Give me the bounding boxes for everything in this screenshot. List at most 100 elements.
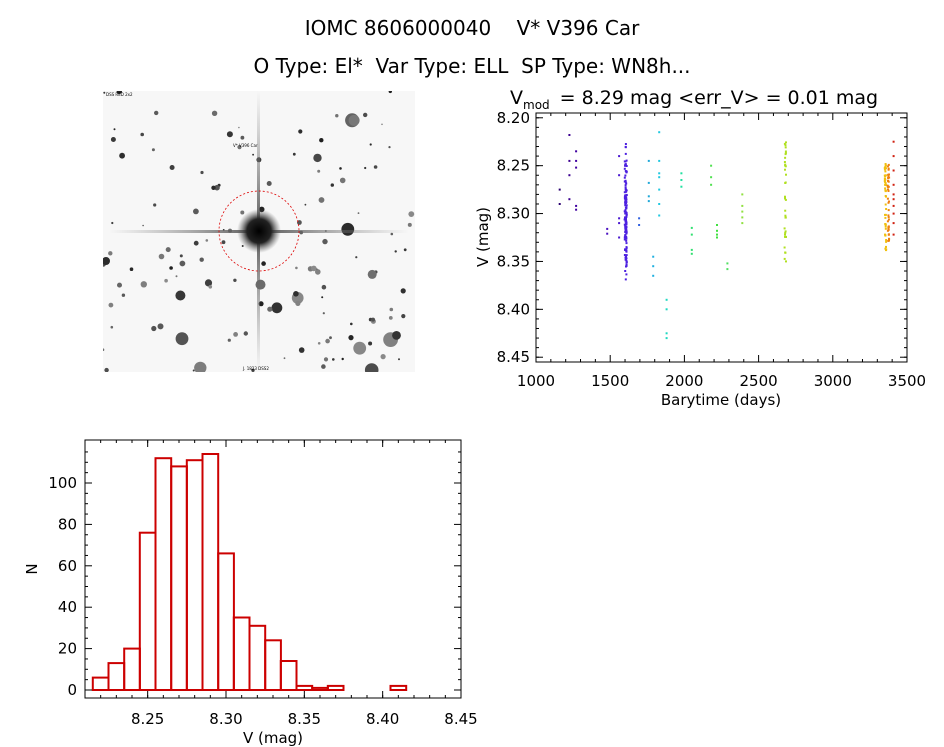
lc-point: [716, 233, 718, 236]
lc-point: [625, 159, 628, 162]
lc-point: [885, 245, 887, 248]
lc-point: [647, 181, 650, 184]
sky-star: [151, 148, 155, 152]
lc-point: [625, 257, 628, 260]
sky-star: [261, 261, 266, 266]
hist-bar: [154, 457, 173, 692]
lc-point: [726, 262, 729, 265]
lc-point: [784, 209, 787, 212]
sky-star: [179, 260, 186, 267]
lc-point: [784, 168, 786, 171]
sky-star: [321, 364, 326, 369]
sky-star: [348, 335, 354, 341]
lc-point: [887, 216, 890, 219]
lc-title: Vmod = 8.29 mag <err_V> = 0.01 mag: [510, 87, 878, 112]
hist-plot-frame: [84, 439, 462, 699]
lc-point: [884, 175, 887, 178]
lc-point: [785, 173, 787, 176]
lc-point: [568, 198, 571, 201]
sky-star: [113, 128, 116, 131]
lc-point: [884, 216, 887, 219]
lc-point: [625, 261, 628, 264]
sky-star: [226, 131, 233, 138]
lc-point: [784, 165, 787, 168]
lc-point: [892, 193, 895, 196]
lc-point: [784, 197, 786, 200]
sky-star: [403, 248, 407, 252]
lc-point: [884, 187, 887, 190]
sky-star: [151, 325, 157, 332]
lc-point: [680, 179, 683, 181]
lc-point: [892, 204, 895, 207]
sky-star: [317, 169, 321, 173]
lc-point: [892, 212, 895, 215]
lc-point: [716, 224, 718, 226]
lc-point: [624, 209, 627, 211]
lc-point: [726, 268, 729, 271]
lc-point: [624, 184, 627, 187]
lc-x-tick-label: 1500: [591, 372, 629, 390]
sky-star: [165, 247, 171, 253]
sky-star: [388, 91, 392, 94]
lc-y-axis: 8.20 8.25 8.30 8.35 8.40 8.45: [497, 109, 907, 366]
lc-point: [624, 278, 627, 281]
sky-star: [205, 239, 209, 242]
sky-star: [298, 129, 303, 134]
lc-point: [568, 134, 571, 136]
sky-star: [227, 338, 231, 342]
lc-x-tick-label: 3500: [888, 372, 926, 390]
sky-star: [175, 290, 186, 301]
lc-point: [785, 236, 787, 238]
sky-star: [304, 203, 307, 206]
sky-star: [104, 367, 109, 372]
page-title: IOMC 8606000040 V* V396 Car: [304, 16, 640, 40]
sky-star: [355, 256, 358, 259]
lc-point: [886, 197, 889, 200]
sky-star: [317, 342, 321, 345]
lc-point: [652, 255, 655, 258]
sky-star: [103, 257, 110, 265]
sky-star: [208, 285, 213, 289]
lc-point: [690, 252, 693, 255]
sky-star: [233, 332, 239, 337]
sky-star: [108, 251, 113, 256]
lc-point: [624, 174, 627, 177]
lc-point: [623, 191, 626, 194]
hist-bar: [279, 660, 298, 691]
lc-point: [624, 194, 627, 197]
sky-star: [237, 145, 242, 150]
sky-star: [116, 91, 122, 95]
lc-point: [887, 218, 890, 221]
lc-point: [665, 298, 668, 301]
lc-point: [884, 165, 887, 168]
lc-point: [624, 237, 627, 240]
lc-y-tick-label: 8.40: [497, 300, 530, 318]
lc-point: [892, 198, 895, 201]
lc-point: [888, 237, 890, 240]
lc-xlabel: Barytime (days): [661, 391, 781, 409]
lc-point: [623, 167, 626, 170]
lc-point: [892, 233, 895, 236]
lc-point: [741, 204, 744, 207]
lc-point: [624, 248, 627, 251]
sky-bottom-label: J. 1823 DSS2: [242, 366, 269, 371]
sky-star: [371, 317, 375, 322]
lc-point: [625, 231, 628, 234]
sky-star: [179, 254, 183, 258]
lc-point: [883, 168, 886, 171]
sky-star: [388, 146, 391, 149]
sky-star: [267, 306, 273, 312]
sky-star: [373, 165, 378, 169]
lc-point: [885, 167, 887, 170]
lc-point: [784, 163, 787, 166]
sky-star: [252, 153, 255, 156]
lc-point: [716, 236, 718, 239]
sky-star: [121, 293, 126, 297]
hist-bar: [170, 465, 188, 691]
sky-star: [341, 357, 344, 361]
lc-point: [884, 213, 886, 216]
lc-point: [624, 181, 627, 184]
lc-point: [783, 142, 786, 145]
sky-star: [211, 110, 218, 116]
lc-point: [784, 251, 787, 254]
